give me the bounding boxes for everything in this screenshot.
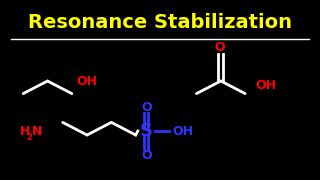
Text: OH: OH: [76, 75, 97, 88]
Text: O: O: [214, 41, 225, 54]
Text: OH: OH: [256, 79, 277, 92]
Text: OH: OH: [172, 125, 193, 138]
Text: Resonance Stabilization: Resonance Stabilization: [28, 13, 292, 32]
Text: O: O: [141, 101, 152, 114]
Text: 2: 2: [27, 133, 33, 142]
Text: O: O: [141, 149, 152, 162]
Text: N: N: [32, 125, 42, 138]
Text: H: H: [20, 125, 30, 138]
Text: S: S: [140, 122, 153, 140]
